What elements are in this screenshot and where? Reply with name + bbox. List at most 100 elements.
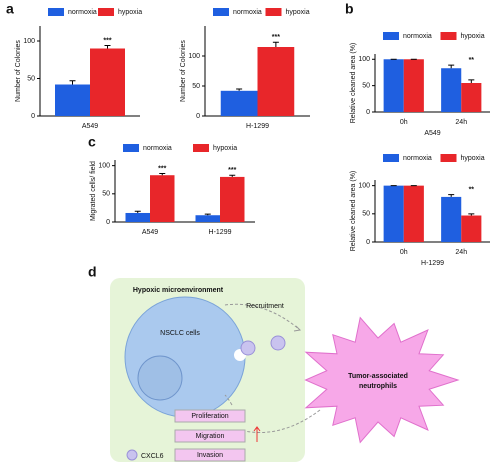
recruitment-label: Recruitment xyxy=(246,303,284,310)
x-tick-label: A549 xyxy=(142,229,158,236)
legend-label: normoxia xyxy=(233,9,262,16)
significance: *** xyxy=(158,165,166,172)
bar xyxy=(403,185,424,242)
legend-swatch xyxy=(265,8,282,16)
y-axis-label: Relative cleaned area (%) xyxy=(350,171,357,252)
y-tick-label: 100 xyxy=(358,182,370,189)
cxcl6-particle xyxy=(270,335,286,351)
x-tick-label: 24h xyxy=(455,119,467,126)
error-bar xyxy=(272,41,279,47)
neutrophil-label: Tumor-associated xyxy=(348,373,408,380)
bar xyxy=(383,185,404,242)
feedback-arrow xyxy=(239,409,321,433)
x-tick-label: H-1299 xyxy=(209,229,232,236)
legend-label: hypoxia xyxy=(118,9,142,16)
bar xyxy=(220,90,258,116)
feedback-arrow xyxy=(224,394,233,406)
error-bar xyxy=(229,174,236,177)
process-box xyxy=(174,448,246,462)
y-tick-label: 0 xyxy=(366,109,370,116)
error-bar xyxy=(69,80,76,85)
x-tick-label: H-1299 xyxy=(246,123,269,130)
y-tick-label: 0 xyxy=(366,239,370,246)
x-tick-label: 24h xyxy=(455,249,467,256)
y-tick-label: 50 xyxy=(362,211,370,218)
nucleus xyxy=(137,355,183,401)
cxcl6-legend-dot xyxy=(126,449,138,461)
significance: *** xyxy=(103,37,111,44)
y-tick-label: 50 xyxy=(27,75,35,82)
panel-label: d xyxy=(88,264,97,280)
x-tick-label: 0h xyxy=(400,119,408,126)
y-tick-label: 100 xyxy=(98,162,110,169)
error-bar xyxy=(134,210,141,213)
y-tick-label: 0 xyxy=(31,113,35,120)
y-axis-label: Relative cleaned area (%) xyxy=(350,43,357,124)
significance: ** xyxy=(469,186,475,193)
bar xyxy=(441,196,462,242)
process-label: Invasion xyxy=(197,452,223,459)
bar xyxy=(90,48,125,116)
error-bar xyxy=(236,88,243,91)
bar xyxy=(257,47,295,116)
x-tick-label: A549 xyxy=(82,123,98,130)
panel-label: b xyxy=(345,1,354,17)
bar xyxy=(403,59,424,112)
recruit-arrow xyxy=(224,303,301,331)
legend-label: normoxia xyxy=(68,9,97,16)
significance: *** xyxy=(228,167,236,174)
y-tick-label: 0 xyxy=(106,219,110,226)
up-arrow xyxy=(253,426,261,442)
cell-label: NSCLC cells xyxy=(160,330,200,337)
bar xyxy=(220,176,245,222)
bar xyxy=(383,59,404,112)
legend-label: normoxia xyxy=(403,155,432,162)
x-axis-label: A549 xyxy=(424,130,440,137)
y-axis-label: Number of Colonies xyxy=(15,40,22,102)
legend-swatch xyxy=(440,32,457,40)
error-bar xyxy=(204,213,211,216)
bar xyxy=(150,175,175,222)
panel-label: a xyxy=(6,1,14,17)
legend-swatch xyxy=(383,154,399,162)
cxcl6-label: CXCL6 xyxy=(141,453,164,460)
legend-swatch xyxy=(123,144,139,152)
y-tick-label: 100 xyxy=(188,53,200,60)
legend-label: normoxia xyxy=(403,33,432,40)
process-label: Proliferation xyxy=(191,413,228,420)
panel-label: c xyxy=(88,134,96,150)
x-axis-label: H-1299 xyxy=(421,260,444,267)
diagram: Hypoxic microenvironment NSCLC cells Rec… xyxy=(110,278,460,462)
legend-swatch xyxy=(383,32,399,40)
error-bar xyxy=(448,64,455,69)
legend-swatch xyxy=(48,8,64,16)
diagram-title: Hypoxic microenvironment xyxy=(133,287,224,294)
y-tick-label: 100 xyxy=(358,56,370,63)
legend-label: hypoxia xyxy=(213,145,237,152)
error-bar xyxy=(448,194,455,197)
legend-label: normoxia xyxy=(143,145,172,152)
neutrophil-label: neutrophils xyxy=(359,383,397,390)
bar xyxy=(125,212,150,222)
process-box xyxy=(174,429,246,443)
cxcl6-particle xyxy=(240,340,256,356)
error-bar xyxy=(468,79,475,83)
y-tick-label: 50 xyxy=(102,191,110,198)
y-axis-label: Migrated cells/ field xyxy=(90,161,97,221)
error-bar xyxy=(104,45,111,49)
bar xyxy=(55,84,90,116)
legend-swatch xyxy=(213,8,229,16)
legend-label: hypoxia xyxy=(286,9,310,16)
tumor-cell xyxy=(124,296,246,418)
significance: ** xyxy=(469,57,475,64)
bar xyxy=(461,215,482,242)
significance: *** xyxy=(272,34,280,41)
legend-label: hypoxia xyxy=(461,33,485,40)
bar xyxy=(441,68,462,112)
legend-swatch xyxy=(440,154,457,162)
error-bar xyxy=(159,173,166,176)
error-bar xyxy=(468,213,475,216)
process-box xyxy=(174,409,246,423)
legend-label: hypoxia xyxy=(461,155,485,162)
